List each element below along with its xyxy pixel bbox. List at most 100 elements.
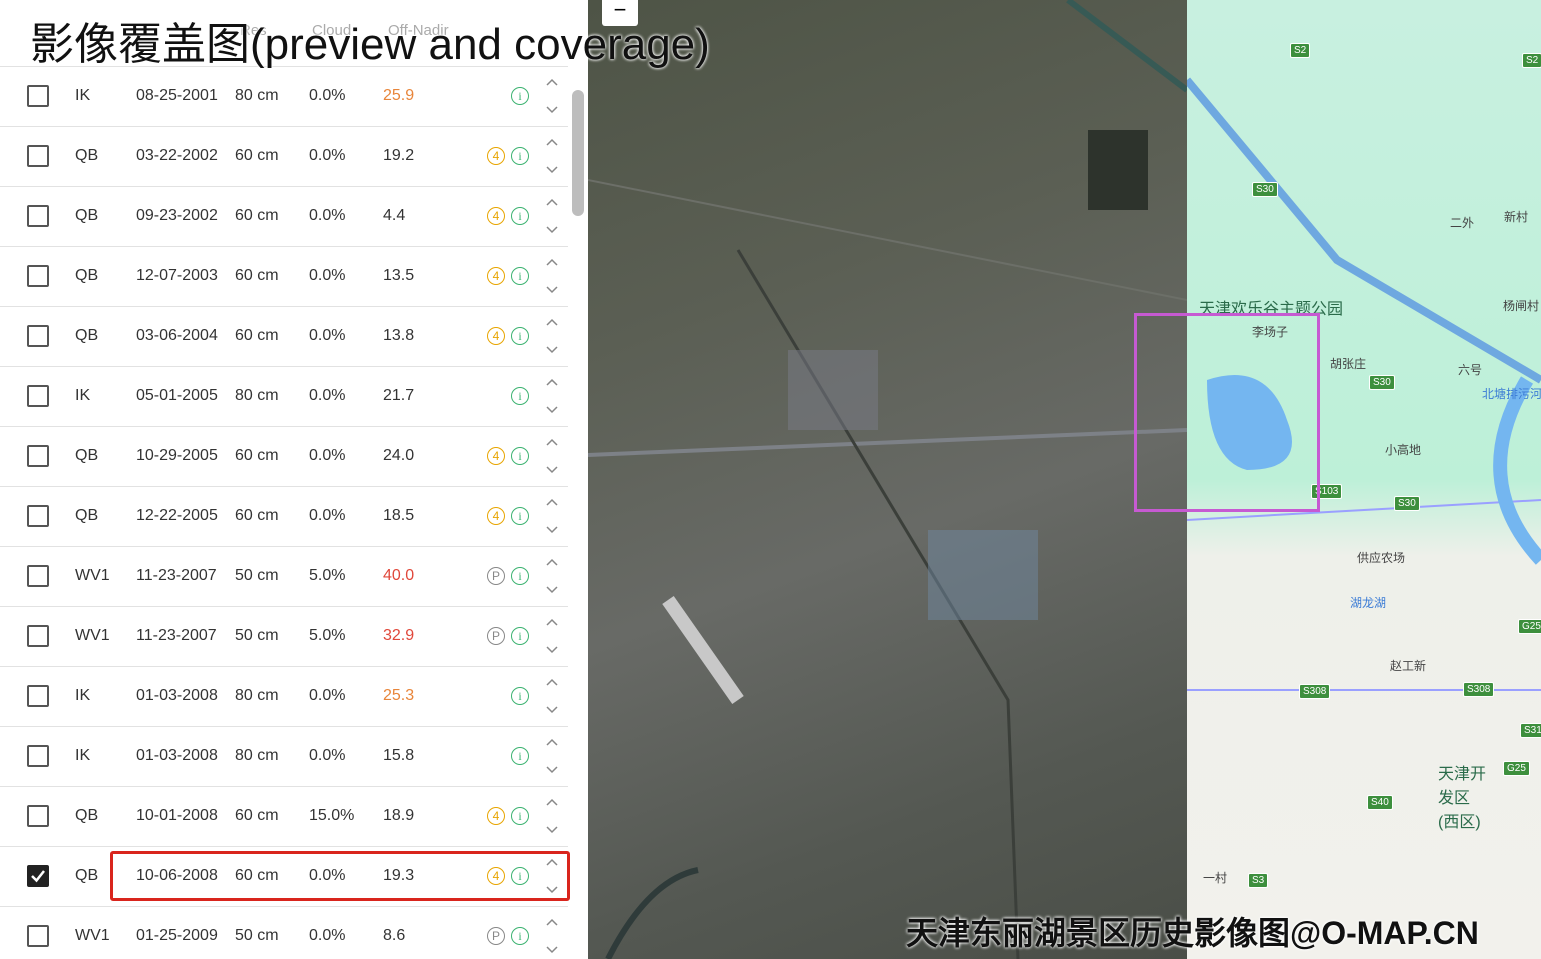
info-icon[interactable]: i xyxy=(511,207,529,225)
badge: 4 xyxy=(487,867,505,885)
resolution: 60 cm xyxy=(235,147,279,164)
info-icon[interactable]: i xyxy=(511,927,529,945)
date: 12-07-2003 xyxy=(136,267,218,284)
road-shield: S308 xyxy=(1463,682,1495,697)
reorder-arrows[interactable] xyxy=(544,258,560,299)
reorder-arrows[interactable] xyxy=(544,198,560,239)
checkbox[interactable] xyxy=(27,205,49,227)
arrows xyxy=(546,438,558,474)
reorder-arrows[interactable] xyxy=(544,918,560,959)
checkbox[interactable] xyxy=(27,385,49,407)
reorder-arrows[interactable] xyxy=(544,738,560,779)
image-row[interactable]: IK 05-01-2005 80 cm 0.0% 21.7 i xyxy=(0,366,568,427)
checkbox[interactable] xyxy=(27,265,49,287)
off-nadir: 8.6 xyxy=(383,927,406,944)
off-nadir: 13.8 xyxy=(383,327,415,344)
info-icon[interactable]: i xyxy=(511,147,529,165)
selected-highlight xyxy=(110,851,570,901)
info-icon[interactable]: i xyxy=(511,567,529,585)
checkbox[interactable] xyxy=(27,85,49,107)
info-icon[interactable]: i xyxy=(511,447,529,465)
image-row[interactable]: QB 10-29-2005 60 cm 0.0% 24.0 4 i xyxy=(0,426,568,487)
reorder-arrows[interactable] xyxy=(544,798,560,839)
image-row[interactable]: QB 10-01-2008 60 cm 15.0% 18.9 4 i xyxy=(0,786,568,847)
badge: 4 xyxy=(487,147,505,165)
map-label: 李场子 xyxy=(1252,325,1289,339)
image-row[interactable]: QB 12-22-2005 60 cm 0.0% 18.5 4 i xyxy=(0,486,568,547)
reorder-arrows[interactable] xyxy=(544,138,560,179)
off-nadir: 25.3 xyxy=(383,687,415,704)
arrows xyxy=(546,618,558,654)
cloud-cover: 15.0% xyxy=(309,807,355,824)
cloud-cover: 0.0% xyxy=(309,447,346,464)
header-label: Cloud xyxy=(312,22,352,39)
info-icon[interactable]: i xyxy=(511,807,529,825)
reorder-arrows[interactable] xyxy=(544,318,560,359)
resolution: 80 cm xyxy=(235,87,279,104)
image-row[interactable]: IK 01-03-2008 80 cm 0.0% 25.3 i xyxy=(0,666,568,727)
checkbox[interactable] xyxy=(27,685,49,707)
date: 01-03-2008 xyxy=(136,687,218,704)
reorder-arrows[interactable] xyxy=(544,378,560,419)
arrows xyxy=(546,498,558,534)
info-icon[interactable]: i xyxy=(511,327,529,345)
info-icon[interactable]: i xyxy=(511,387,529,405)
date: 10-06-2008 xyxy=(136,867,218,884)
checkbox[interactable] xyxy=(27,805,49,827)
badge: 4 xyxy=(487,447,505,465)
checkbox[interactable] xyxy=(27,505,49,527)
satellite: QB xyxy=(75,147,99,164)
road-shield: S2 xyxy=(1290,43,1311,58)
info-icon[interactable]: i xyxy=(511,867,529,885)
checkbox[interactable] xyxy=(27,865,49,887)
map-label: 赵工新 xyxy=(1390,659,1427,673)
checkbox[interactable] xyxy=(27,745,49,767)
reorder-arrows[interactable] xyxy=(544,618,560,659)
road-shield: S30 xyxy=(1252,182,1278,197)
image-row[interactable]: QB 03-06-2004 60 cm 0.0% 13.8 4 i xyxy=(0,306,568,367)
checkbox[interactable] xyxy=(27,565,49,587)
off-nadir: 19.2 xyxy=(383,147,415,164)
image-row[interactable]: QB 03-22-2002 60 cm 0.0% 19.2 4 i xyxy=(0,126,568,187)
checkbox[interactable] xyxy=(27,445,49,467)
resolution: 60 cm xyxy=(235,867,279,884)
checkbox[interactable] xyxy=(27,325,49,347)
road-shield: S30 xyxy=(1369,375,1395,390)
reorder-arrows[interactable] xyxy=(544,438,560,479)
info-icon[interactable]: i xyxy=(511,507,529,525)
checkbox[interactable] xyxy=(27,925,49,947)
arrows xyxy=(546,798,558,834)
arrows xyxy=(546,318,558,354)
satellite-preview xyxy=(587,0,1189,959)
reorder-arrows[interactable] xyxy=(544,498,560,539)
reorder-arrows[interactable] xyxy=(544,858,560,899)
off-nadir: 19.3 xyxy=(383,867,415,884)
info-icon[interactable]: i xyxy=(511,267,529,285)
table-header: Res Cloud Off-Nadir xyxy=(0,0,568,67)
info-icon[interactable]: i xyxy=(511,87,529,105)
image-row[interactable]: IK 08-25-2001 80 cm 0.0% 25.9 i xyxy=(0,66,568,127)
info-icon[interactable]: i xyxy=(511,747,529,765)
arrows xyxy=(546,918,558,954)
badge: P xyxy=(487,627,505,645)
info-icon[interactable]: i xyxy=(511,687,529,705)
image-row[interactable]: IK 01-03-2008 80 cm 0.0% 15.8 i xyxy=(0,726,568,787)
reorder-arrows[interactable] xyxy=(544,678,560,719)
reorder-arrows[interactable] xyxy=(544,78,560,119)
cloud-cover: 0.0% xyxy=(309,87,346,104)
cloud-cover: 0.0% xyxy=(309,747,346,764)
zoom-out-button[interactable]: − xyxy=(602,0,638,26)
image-row[interactable]: QB 10-06-2008 60 cm 0.0% 19.3 4 i xyxy=(0,846,568,907)
checkbox[interactable] xyxy=(27,625,49,647)
off-nadir: 32.9 xyxy=(383,627,415,644)
info-icon[interactable]: i xyxy=(511,627,529,645)
checkbox[interactable] xyxy=(27,145,49,167)
scrollbar-thumb[interactable] xyxy=(572,90,584,216)
image-row[interactable]: QB 09-23-2002 60 cm 0.0% 4.4 4 i xyxy=(0,186,568,247)
off-nadir: 40.0 xyxy=(383,567,415,584)
reorder-arrows[interactable] xyxy=(544,558,560,599)
image-row[interactable]: QB 12-07-2003 60 cm 0.0% 13.5 4 i xyxy=(0,246,568,307)
